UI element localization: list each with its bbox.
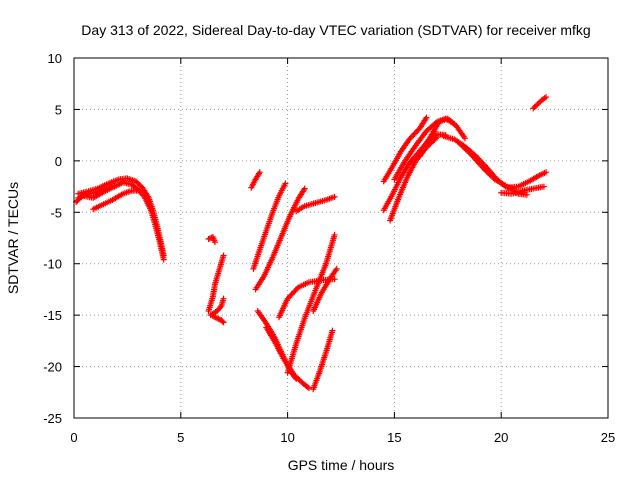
series-arc-4d — [310, 327, 336, 393]
series-arc-3c — [252, 185, 308, 293]
x-tick-label: 5 — [177, 430, 184, 445]
data-point — [331, 276, 338, 283]
series-arc-5i — [504, 169, 550, 191]
series-arc-2a — [205, 233, 218, 246]
series-arc-6 — [530, 94, 550, 112]
axis-ticks: 0 5 10 15 20 25 10 5 0 -5 -10 -15 -20 -25 — [43, 51, 615, 445]
x-tick-label: 25 — [601, 430, 615, 445]
data-point — [296, 377, 303, 384]
data-point — [432, 135, 439, 142]
data-point — [331, 193, 338, 200]
series-arc-2b — [205, 252, 227, 315]
data-point — [220, 319, 227, 326]
data-point — [217, 304, 224, 311]
data-point — [530, 105, 537, 112]
data-point — [461, 135, 468, 142]
series-arc-5h — [498, 183, 547, 197]
y-tick-label: -20 — [43, 360, 62, 375]
data-point — [531, 104, 538, 111]
data-series — [73, 94, 550, 393]
series-arc-5e — [417, 115, 468, 159]
data-point — [301, 185, 308, 192]
y-tick-label: -25 — [43, 411, 62, 426]
x-tick-label: 20 — [494, 430, 508, 445]
data-point — [220, 295, 227, 302]
series-arc-1c — [75, 182, 118, 201]
x-tick-label: 0 — [70, 430, 77, 445]
x-axis-label: GPS time / hours — [288, 457, 395, 473]
data-point — [523, 191, 530, 198]
data-point — [160, 252, 167, 259]
grid — [74, 58, 608, 418]
data-point — [331, 231, 338, 238]
data-point — [256, 169, 263, 176]
data-point — [333, 265, 340, 272]
chart-title: Day 313 of 2022, Sidereal Day-to-day VTE… — [81, 22, 590, 38]
y-tick-label: -15 — [43, 308, 62, 323]
plot-frame — [73, 57, 609, 419]
series-arc-5b — [380, 114, 430, 185]
data-point — [540, 183, 547, 190]
series-arc-2c — [207, 295, 227, 319]
y-tick-label: -5 — [50, 205, 62, 220]
data-point — [211, 239, 218, 246]
series-arc-2d — [209, 313, 227, 326]
data-point — [135, 187, 142, 194]
y-tick-label: 5 — [55, 102, 62, 117]
data-point — [543, 169, 550, 176]
data-point — [305, 385, 312, 392]
data-point — [533, 102, 540, 109]
series-arc-1d — [90, 187, 142, 213]
data-point — [220, 252, 227, 259]
y-axis-label: SDTVAR / TECUs — [5, 182, 21, 294]
series-arc-4f — [276, 276, 338, 321]
data-point — [534, 101, 541, 108]
y-tick-label: -10 — [43, 257, 62, 272]
x-tick-label: 10 — [280, 430, 294, 445]
data-point — [423, 114, 430, 121]
y-tick-label: 10 — [48, 51, 62, 66]
data-point — [535, 99, 542, 106]
x-tick-label: 15 — [387, 430, 401, 445]
series-arc-4c — [284, 231, 338, 376]
series-arc-3d — [293, 193, 338, 215]
y-tick-label: 0 — [55, 154, 62, 169]
data-point — [219, 318, 226, 325]
data-point — [543, 94, 550, 101]
data-point — [329, 327, 336, 334]
data-point — [111, 182, 118, 189]
data-point — [282, 180, 289, 187]
data-point — [434, 134, 441, 141]
series-arc-3b — [250, 180, 289, 272]
series-arc-3a — [248, 169, 263, 191]
data-point — [304, 384, 311, 391]
